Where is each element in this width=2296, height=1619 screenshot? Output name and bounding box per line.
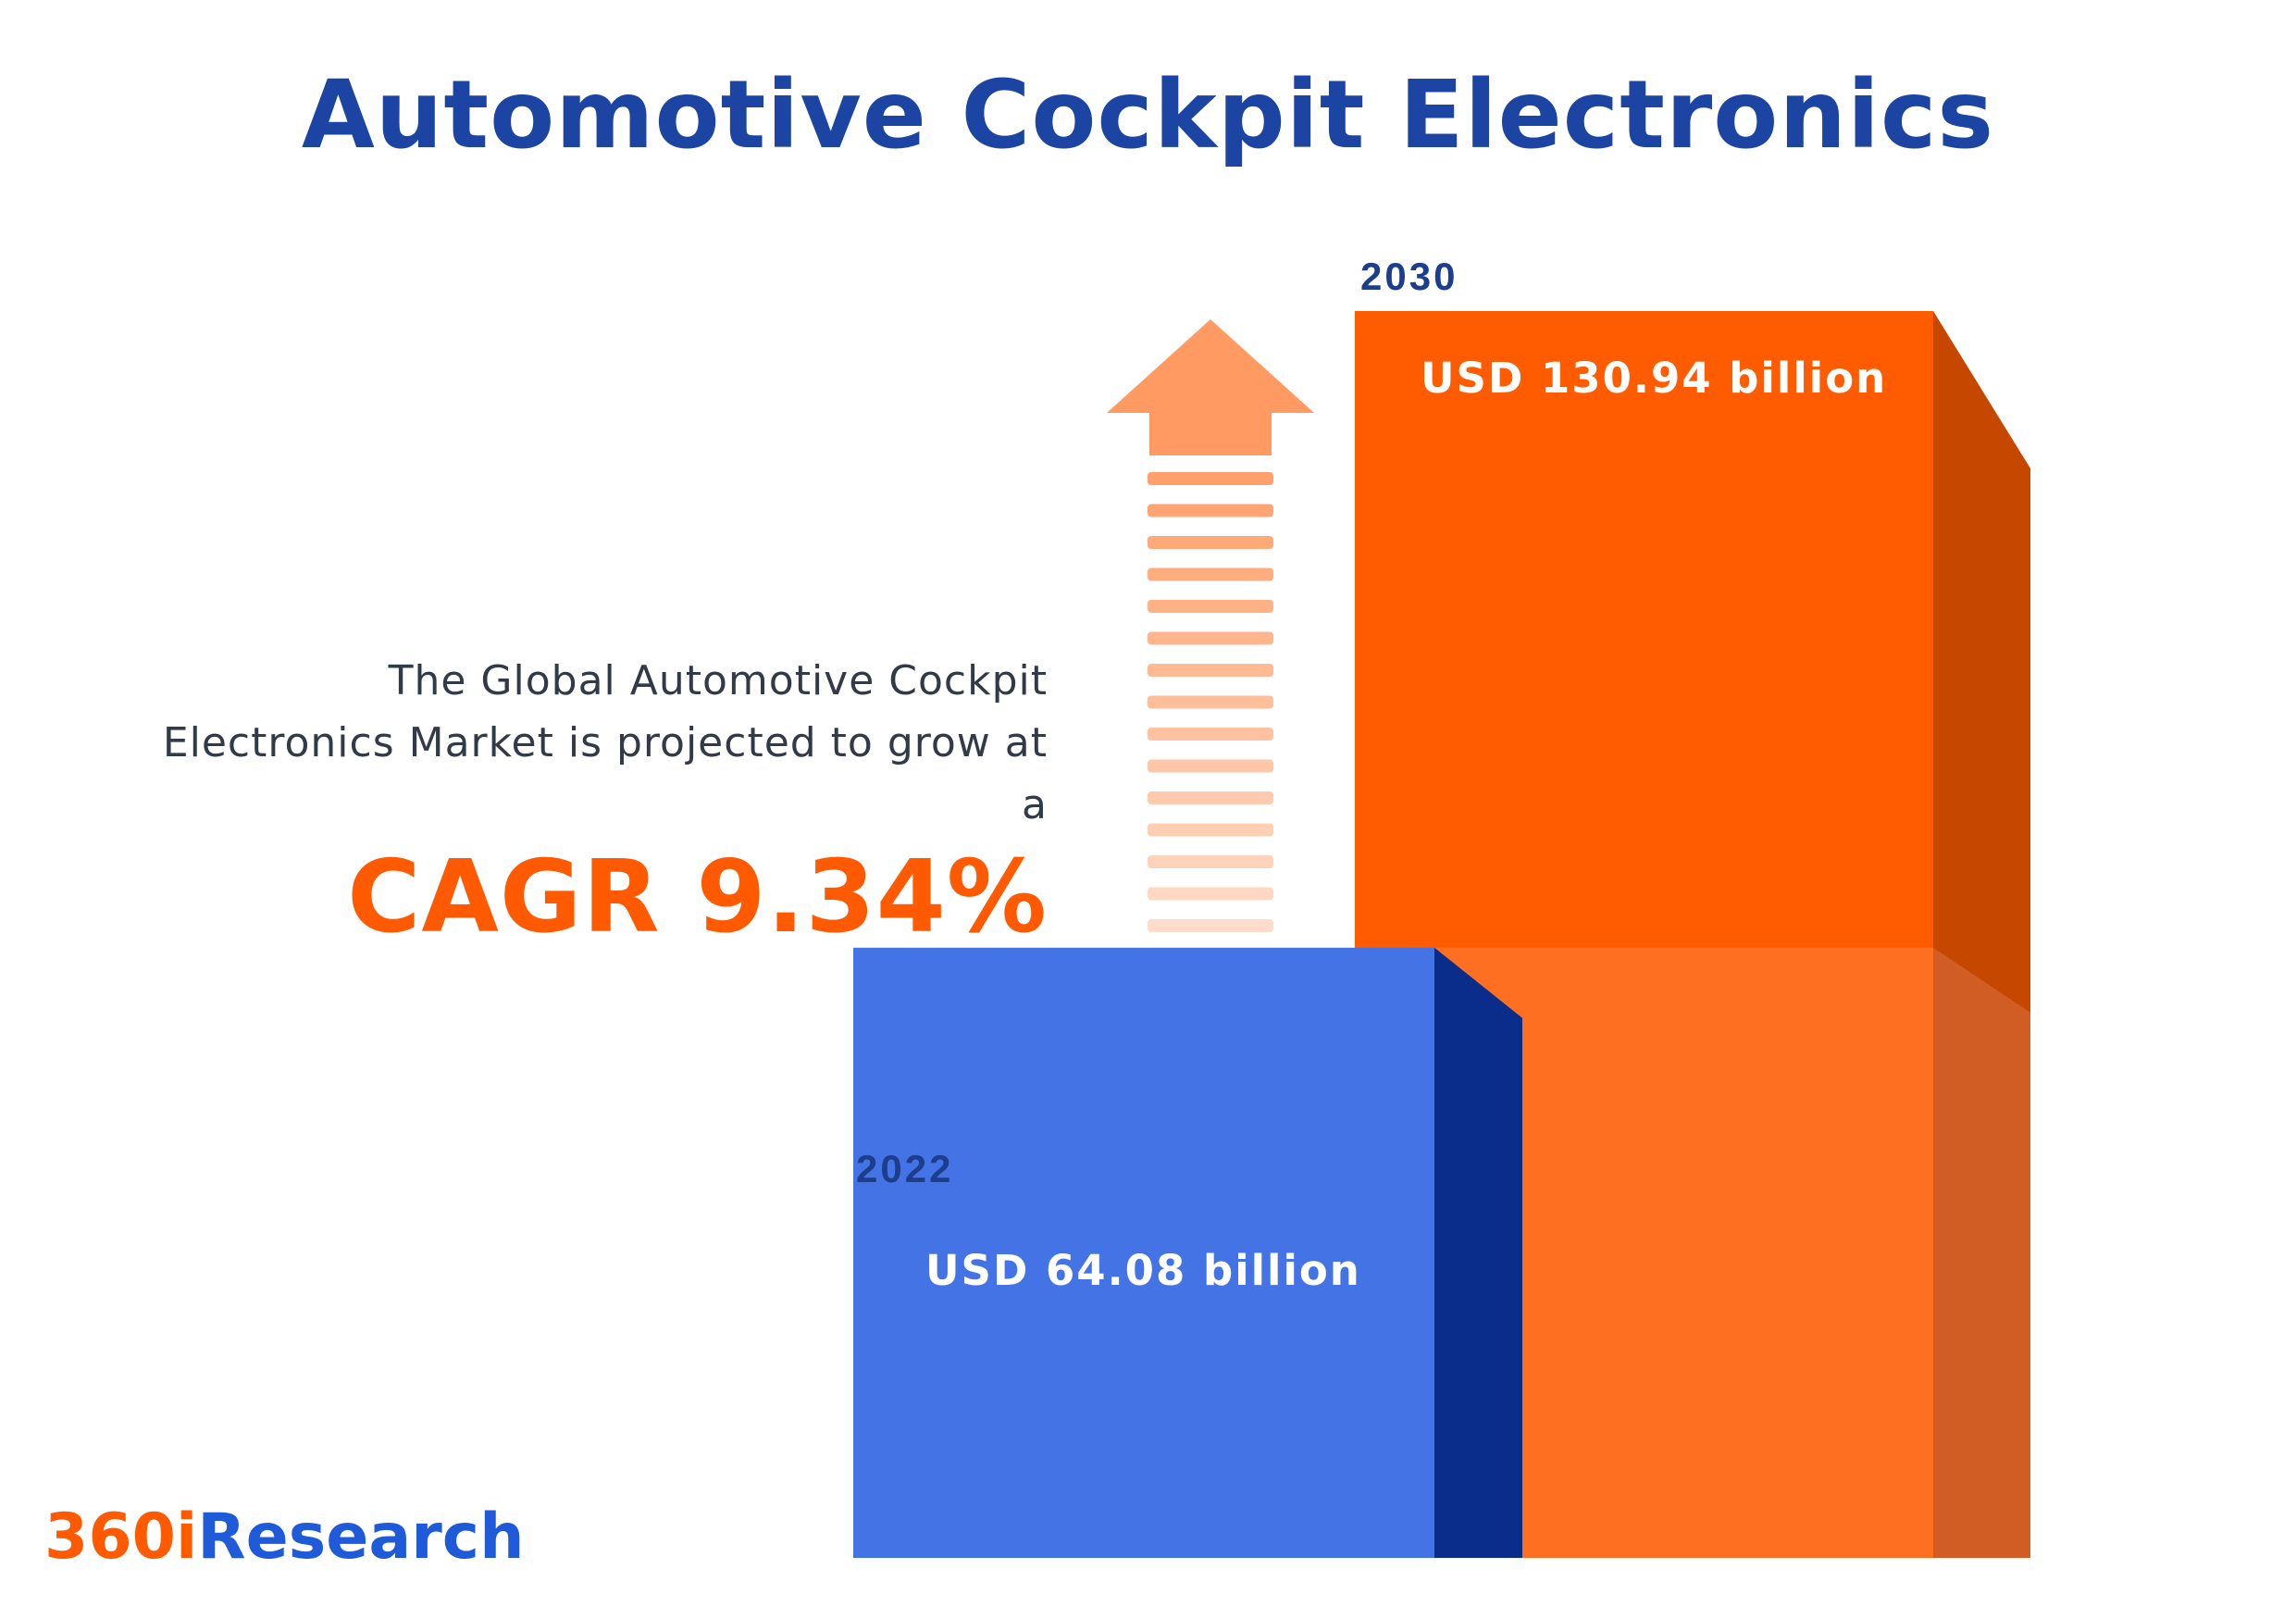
category-label-2030: 2030 xyxy=(1360,255,1458,298)
description-line-3: a xyxy=(1022,781,1048,828)
growth-arrow-stripe xyxy=(1148,887,1273,901)
market-description: The Global Automotive Cockpit Electronic… xyxy=(9,650,1048,836)
value-label-2030: USD 130.94 billion xyxy=(1421,354,1887,403)
growth-arrow-stripe xyxy=(1148,695,1273,709)
growth-arrow-stripe xyxy=(1148,791,1273,804)
brand-logo-part-1: 360i xyxy=(44,1501,198,1574)
growth-arrow-stripe xyxy=(1148,567,1273,581)
bar-2030-lower-side-overlay xyxy=(1933,947,2030,1558)
category-label-2022: 2022 xyxy=(856,1147,953,1190)
brand-logo-part-2: Research xyxy=(197,1501,525,1574)
growth-arrow-stripe xyxy=(1148,600,1273,613)
growth-arrow-stripe xyxy=(1148,664,1273,677)
description-line-1: The Global Automotive Cockpit xyxy=(388,657,1048,704)
growth-arrow-stripe xyxy=(1148,823,1273,837)
bar-2022-front-face xyxy=(853,947,1434,1558)
cagr-value: CAGR 9.34% xyxy=(347,840,1048,955)
value-label-2022: USD 64.08 billion xyxy=(925,1246,1361,1295)
bar-2022 xyxy=(853,947,2030,1558)
bar-2022-side-face xyxy=(1434,947,1522,1558)
growth-arrow-head xyxy=(1107,319,1314,455)
growth-arrow-stripe xyxy=(1148,759,1273,773)
growth-arrow-stripe xyxy=(1148,504,1273,517)
growth-arrow-stripe xyxy=(1148,472,1273,485)
growth-arrow-stripe xyxy=(1148,919,1273,932)
description-line-2: Electronics Market is projected to grow … xyxy=(162,719,1048,766)
growth-arrow-stripe xyxy=(1148,855,1273,868)
brand-logo: 360iResearch xyxy=(44,1500,524,1575)
growth-arrow-stripe xyxy=(1148,536,1273,549)
growth-arrow-stripe xyxy=(1148,728,1273,741)
chart-title: Automotive Cockpit Electronics xyxy=(301,60,1995,170)
growth-arrow-stripe xyxy=(1148,631,1273,645)
